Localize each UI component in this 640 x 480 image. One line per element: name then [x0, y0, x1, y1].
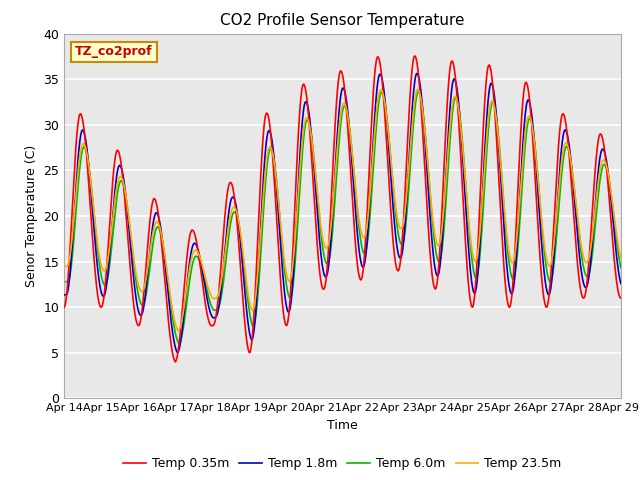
- Temp 6.0m: [60, 279, 68, 285]
- Temp 1.8m: [499, 211, 507, 217]
- Temp 1.8m: [413, 71, 420, 76]
- Temp 6.0m: [499, 190, 507, 195]
- Line: Temp 6.0m: Temp 6.0m: [64, 92, 621, 344]
- Temp 1.8m: [60, 292, 68, 298]
- Temp 0.35m: [88, 234, 96, 240]
- Line: Temp 0.35m: Temp 0.35m: [64, 56, 621, 362]
- Temp 23.5m: [414, 86, 422, 92]
- Temp 23.5m: [174, 328, 182, 334]
- Temp 23.5m: [88, 194, 96, 200]
- Temp 6.0m: [316, 224, 324, 229]
- Temp 6.0m: [602, 162, 609, 168]
- Y-axis label: Senor Temperature (C): Senor Temperature (C): [25, 145, 38, 287]
- Temp 6.0m: [601, 162, 609, 168]
- Temp 0.35m: [617, 295, 625, 301]
- Temp 1.8m: [316, 245, 324, 251]
- Temp 23.5m: [60, 263, 68, 269]
- Legend: Temp 0.35m, Temp 1.8m, Temp 6.0m, Temp 23.5m: Temp 0.35m, Temp 1.8m, Temp 6.0m, Temp 2…: [118, 452, 566, 475]
- Temp 0.35m: [316, 274, 324, 280]
- Temp 23.5m: [499, 190, 507, 195]
- Title: CO2 Profile Sensor Temperature: CO2 Profile Sensor Temperature: [220, 13, 465, 28]
- Temp 0.35m: [331, 123, 339, 129]
- Temp 6.0m: [88, 194, 96, 200]
- Temp 23.5m: [316, 218, 324, 224]
- Temp 1.8m: [174, 350, 182, 356]
- Temp 6.0m: [617, 265, 625, 271]
- Temp 23.5m: [601, 159, 609, 165]
- Temp 0.35m: [602, 153, 609, 158]
- Temp 0.35m: [601, 150, 609, 156]
- Temp 6.0m: [331, 195, 339, 201]
- Temp 1.8m: [601, 151, 609, 156]
- Temp 6.0m: [175, 341, 183, 347]
- Temp 23.5m: [617, 254, 625, 260]
- Temp 1.8m: [88, 206, 96, 212]
- Line: Temp 1.8m: Temp 1.8m: [64, 73, 621, 353]
- X-axis label: Time: Time: [327, 419, 358, 432]
- Temp 0.35m: [172, 359, 179, 365]
- Temp 23.5m: [602, 159, 609, 165]
- Temp 6.0m: [415, 89, 422, 95]
- Temp 1.8m: [602, 152, 609, 157]
- Temp 0.35m: [499, 250, 507, 256]
- Temp 23.5m: [331, 176, 339, 181]
- Line: Temp 23.5m: Temp 23.5m: [64, 89, 621, 331]
- Temp 1.8m: [331, 170, 339, 176]
- Text: TZ_co2prof: TZ_co2prof: [75, 46, 153, 59]
- Temp 0.35m: [60, 304, 68, 310]
- Temp 0.35m: [411, 53, 419, 59]
- Temp 1.8m: [617, 281, 625, 287]
